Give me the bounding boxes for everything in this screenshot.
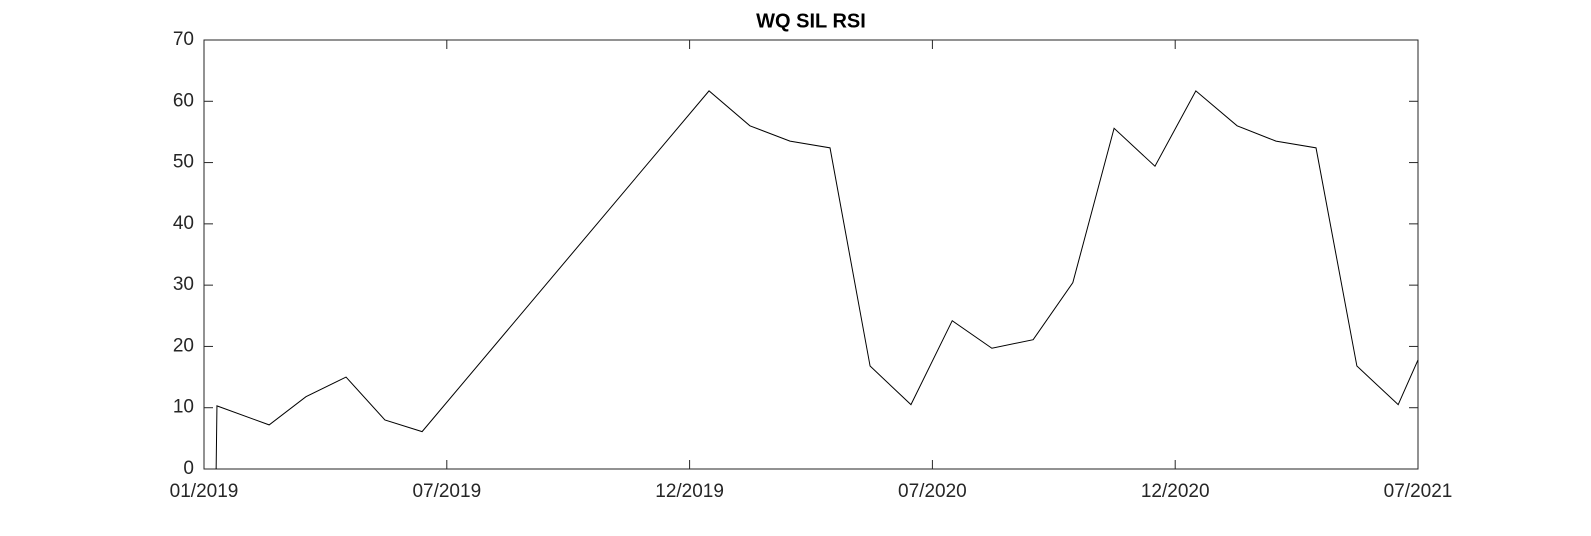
line-series <box>215 90 1419 470</box>
x-tick-label: 07/2020 <box>898 481 967 502</box>
y-tick-label: 60 <box>173 90 194 111</box>
chart-title: WQ SIL RSI <box>756 10 866 32</box>
y-tick-label: 20 <box>173 335 194 356</box>
x-tick-label: 07/2021 <box>1384 481 1453 502</box>
y-tick-label: 0 <box>183 458 194 479</box>
y-tick-label: 70 <box>173 29 194 50</box>
y-tick-label: 40 <box>173 213 194 234</box>
y-tick-label: 10 <box>173 397 194 418</box>
plot-area <box>203 39 1419 470</box>
x-tick-label: 01/2019 <box>170 481 239 502</box>
y-tick-label: 30 <box>173 274 194 295</box>
x-tick-label: 07/2019 <box>412 481 481 502</box>
x-tick-label: 12/2019 <box>655 481 724 502</box>
y-tick-label: 50 <box>173 152 194 173</box>
x-tick-label: 12/2020 <box>1141 481 1210 502</box>
